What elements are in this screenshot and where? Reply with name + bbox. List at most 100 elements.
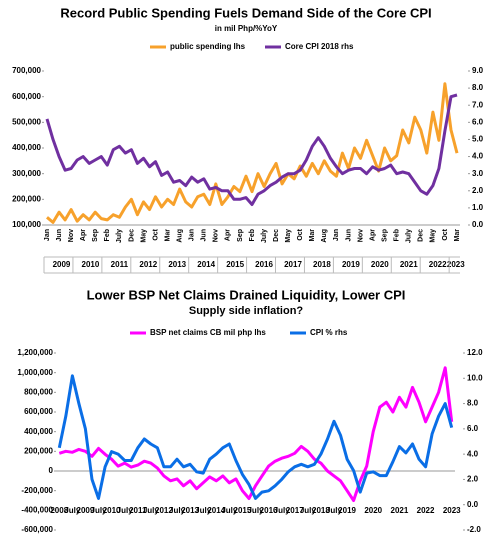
y2-tick-label: 2.0 xyxy=(467,475,479,484)
legend-label: BSP net claims CB mil php lhs xyxy=(150,328,266,337)
x-tick-label: Jun xyxy=(345,229,352,241)
x-tick-label: 2010 xyxy=(103,506,121,515)
chart-title: Lower BSP Net Claims Drained Liquidity, … xyxy=(87,287,406,302)
x-tick-label: July xyxy=(274,506,291,515)
x-tick-label: Dec xyxy=(128,229,135,242)
x-tick-label: 2021 xyxy=(391,506,409,515)
chart-subtitle: in mil Php/%YoY xyxy=(215,24,278,33)
y-tick-label: 100,000 xyxy=(12,220,41,229)
y-tick-label: -600,000 xyxy=(21,525,53,534)
x-tick-label: Jan xyxy=(189,229,196,241)
x-tick-label: Apr xyxy=(225,229,232,241)
x-year-label: 2020 xyxy=(371,260,389,269)
y-tick-label: -200,000 xyxy=(21,486,53,495)
y-tick-label: -400,000 xyxy=(21,505,53,514)
x-year-label: 2022 xyxy=(429,260,447,269)
x-tick-label: Dec xyxy=(273,229,280,242)
y-tick-label: 400,000 xyxy=(12,143,41,152)
x-tick-label: Sep xyxy=(381,229,388,242)
x-tick-label: 2020 xyxy=(364,506,382,515)
series-line xyxy=(46,82,459,224)
y2-tick-label: 5.0 xyxy=(472,135,484,144)
x-year-label: 2011 xyxy=(111,260,129,269)
y2-tick-label: 4.0 xyxy=(467,449,479,458)
x-tick-label: Jan xyxy=(333,229,340,241)
x-tick-label: Dec xyxy=(418,229,425,242)
x-tick-label: 2015 xyxy=(234,506,252,515)
x-tick-label: Feb xyxy=(104,229,111,241)
y-tick-label: 1,000,000 xyxy=(17,368,53,377)
x-year-label: 2019 xyxy=(342,260,360,269)
x-year-label: 2023 xyxy=(447,260,465,269)
x-tick-label: July xyxy=(300,506,317,515)
x-tick-label: 2014 xyxy=(207,506,225,515)
x-tick-label: 2016 xyxy=(260,506,278,515)
x-tick-label: 2009 xyxy=(77,506,95,515)
x-tick-label: Nov xyxy=(213,229,220,242)
x-tick-label: 2018 xyxy=(312,506,330,515)
y-tick-label: 300,000 xyxy=(12,169,41,178)
series-line xyxy=(45,93,458,206)
y2-tick-label: 10.0 xyxy=(467,373,483,382)
x-tick-label: July xyxy=(64,506,81,515)
y2-tick-label: 8.0 xyxy=(467,399,479,408)
x-tick-label: Mar xyxy=(164,229,171,242)
x-year-label: 2010 xyxy=(82,260,100,269)
x-year-label: 2015 xyxy=(226,260,244,269)
x-tick-label: July xyxy=(406,229,413,243)
x-tick-label: July xyxy=(117,506,134,515)
x-tick-label: 2012 xyxy=(155,506,173,515)
y-tick-label: 1,200,000 xyxy=(17,348,53,357)
x-year-label: 2021 xyxy=(400,260,418,269)
x-tick-label: Jun xyxy=(56,229,63,241)
legend-label: Core CPI 2018 rhs xyxy=(285,42,354,51)
y-tick-label: 700,000 xyxy=(12,66,41,75)
y-tick-label: 600,000 xyxy=(12,92,41,101)
x-tick-label: July xyxy=(116,229,123,243)
x-tick-label: Sep xyxy=(237,229,244,242)
x-tick-label: May xyxy=(140,229,147,243)
x-tick-label: Nov xyxy=(68,229,75,242)
y2-tick-label: 9.0 xyxy=(472,66,484,75)
x-tick-label: Nov xyxy=(357,229,364,242)
x-tick-label: Aug xyxy=(321,229,328,243)
x-tick-label: Sep xyxy=(92,229,99,242)
x-tick-label: Jun xyxy=(201,229,208,241)
y2-tick-label: 6.0 xyxy=(467,424,479,433)
x-tick-label: 2011 xyxy=(129,506,147,515)
y2-tick-label: 3.0 xyxy=(472,169,484,178)
x-year-label: 2009 xyxy=(53,260,71,269)
x-tick-label: July xyxy=(247,506,264,515)
x-tick-label: Mar xyxy=(309,229,316,242)
x-tick-label: 2008 xyxy=(50,506,68,515)
x-tick-label: 2017 xyxy=(286,506,304,515)
y2-tick-label: -2.0 xyxy=(467,525,481,534)
y2-tick-label: 2.0 xyxy=(472,186,484,195)
legend-label: public spending lhs xyxy=(170,42,246,51)
y-tick-label: 500,000 xyxy=(12,117,41,126)
x-tick-label: July xyxy=(195,506,212,515)
x-tick-label: Aug xyxy=(176,229,183,243)
x-tick-label: Jan xyxy=(44,229,51,241)
y2-tick-label: 6.0 xyxy=(472,117,484,126)
chart-subtitle: Supply side inflation? xyxy=(189,305,304,317)
x-year-label: 2018 xyxy=(313,260,331,269)
x-year-label: 2014 xyxy=(197,260,215,269)
y2-tick-label: 8.0 xyxy=(472,83,484,92)
x-tick-label: July xyxy=(326,506,343,515)
y2-tick-label: 0.0 xyxy=(472,220,484,229)
y2-tick-label: 1.0 xyxy=(472,203,484,212)
x-tick-label: Oct xyxy=(442,228,449,240)
x-tick-label: Apr xyxy=(369,229,376,241)
x-year-label: 2016 xyxy=(255,260,273,269)
y2-tick-label: 0.0 xyxy=(467,500,479,509)
y-tick-label: 200,000 xyxy=(12,194,41,203)
y2-tick-label: 4.0 xyxy=(472,152,484,161)
x-tick-label: Oct xyxy=(297,228,304,240)
y2-tick-label: 7.0 xyxy=(472,100,484,109)
x-tick-label: July xyxy=(143,506,160,515)
x-tick-label: May xyxy=(430,229,437,243)
x-tick-label: May xyxy=(285,229,292,243)
x-tick-label: Feb xyxy=(249,229,256,241)
